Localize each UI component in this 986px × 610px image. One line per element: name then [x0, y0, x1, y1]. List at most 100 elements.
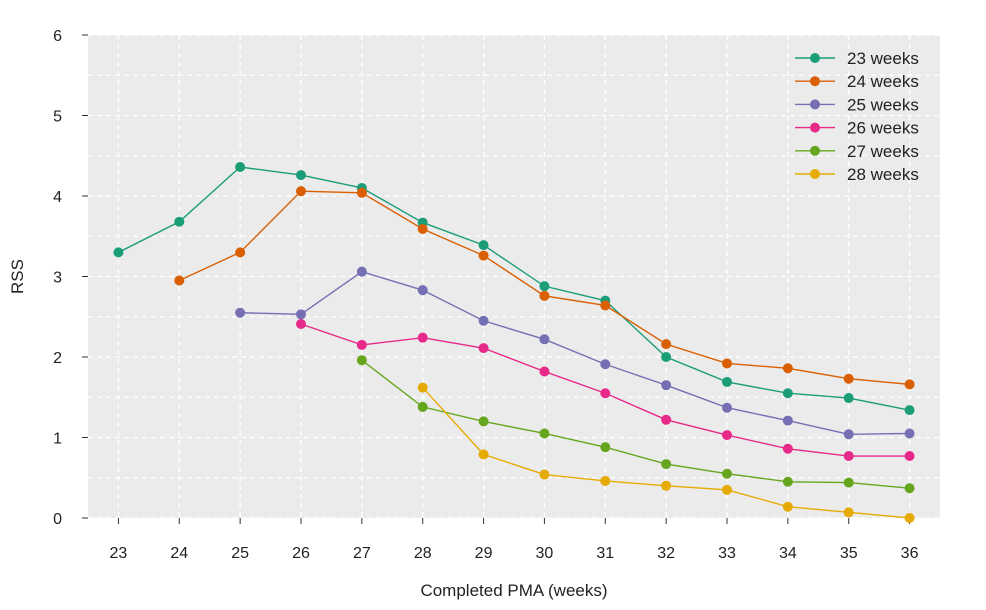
- legend-label: 27 weeks: [847, 142, 919, 161]
- series-line: [361, 359, 910, 489]
- data-point: [782, 443, 793, 454]
- x-tick-label: 34: [779, 545, 797, 562]
- data-point: [417, 382, 428, 393]
- data-point: [661, 414, 672, 425]
- x-tick-label: 36: [901, 545, 919, 562]
- series-6: [417, 382, 915, 523]
- legend-item: 26 weeks: [795, 119, 919, 138]
- data-point: [722, 468, 732, 479]
- data-point: [782, 415, 793, 426]
- legend-item: 23 weeks: [795, 49, 919, 68]
- legend-marker: [810, 145, 820, 156]
- legend-label: 23 weeks: [847, 49, 919, 68]
- data-point: [782, 476, 793, 487]
- data-point: [478, 240, 489, 251]
- data-point: [722, 376, 732, 387]
- series-line: [118, 166, 910, 411]
- data-point: [600, 300, 611, 311]
- x-axis-title: Completed PMA (weeks): [420, 581, 607, 600]
- x-tick-label: 27: [353, 545, 371, 562]
- legend-marker: [810, 122, 820, 133]
- data-point: [904, 405, 915, 416]
- data-point: [417, 285, 428, 296]
- data-point: [356, 355, 367, 366]
- x-tick-label: 35: [840, 545, 858, 562]
- data-point: [296, 186, 306, 197]
- x-tick-label: 24: [170, 545, 188, 562]
- series-layer: [113, 162, 915, 523]
- data-point: [478, 343, 489, 354]
- data-point: [539, 290, 550, 301]
- x-tick-label: 26: [292, 545, 310, 562]
- data-point: [356, 266, 367, 277]
- data-point: [539, 428, 550, 439]
- data-point: [296, 170, 306, 181]
- y-axis: 0 1 2 3 4 5 6: [53, 28, 88, 528]
- data-point: [661, 380, 672, 391]
- data-point: [417, 332, 428, 343]
- data-point: [843, 429, 854, 440]
- data-point: [356, 339, 367, 350]
- data-point: [478, 416, 489, 427]
- x-tick-label: 25: [231, 545, 249, 562]
- data-point: [904, 483, 915, 494]
- x-tick-label: 32: [657, 545, 675, 562]
- data-point: [539, 366, 550, 377]
- data-point: [174, 275, 185, 286]
- data-point: [296, 318, 306, 329]
- legend-marker: [810, 99, 820, 110]
- data-point: [722, 358, 732, 369]
- data-point: [722, 430, 732, 441]
- data-point: [843, 373, 854, 384]
- data-point: [600, 388, 611, 399]
- legend: 23 weeks 24 weeks 25 weeks 26 weeks 27 weeks…: [795, 49, 919, 184]
- series-5: [356, 355, 915, 494]
- data-point: [235, 162, 246, 173]
- data-point: [722, 402, 732, 413]
- data-point: [600, 475, 611, 486]
- y-tick-label: 6: [53, 28, 62, 45]
- y-tick-label: 3: [53, 270, 62, 287]
- legend-label: 24 weeks: [847, 72, 919, 91]
- data-point: [904, 379, 915, 390]
- legend-label: 28 weeks: [847, 165, 919, 184]
- data-point: [478, 250, 489, 261]
- legend-item: 24 weeks: [795, 72, 919, 91]
- data-point: [904, 428, 915, 439]
- legend-marker: [810, 53, 820, 63]
- data-point: [782, 388, 793, 399]
- legend-label: 25 weeks: [847, 95, 919, 114]
- y-tick-label: 2: [53, 350, 62, 367]
- legend-item: 25 weeks: [795, 95, 919, 114]
- x-tick-label: 31: [596, 545, 614, 562]
- data-point: [600, 442, 611, 453]
- legend-marker: [810, 76, 820, 87]
- data-point: [722, 484, 732, 495]
- series-2: [174, 186, 915, 390]
- x-tick-label: 23: [110, 545, 128, 562]
- data-point: [478, 315, 489, 326]
- series-line: [240, 270, 910, 435]
- data-point: [782, 363, 793, 374]
- x-tick-label: 30: [536, 545, 554, 562]
- series-4: [296, 318, 915, 462]
- data-point: [235, 307, 246, 318]
- data-point: [843, 393, 854, 404]
- data-point: [417, 401, 428, 412]
- data-point: [661, 339, 672, 350]
- data-point: [661, 459, 672, 470]
- data-point: [843, 477, 854, 488]
- data-point: [843, 451, 854, 462]
- y-tick-label: 5: [53, 109, 62, 126]
- y-tick-label: 0: [53, 511, 62, 528]
- data-point: [113, 247, 124, 258]
- data-point: [539, 469, 550, 480]
- y-axis-title: RSS: [8, 259, 27, 294]
- y-tick-label: 1: [53, 431, 62, 448]
- series-3: [235, 266, 915, 440]
- legend-label: 26 weeks: [847, 119, 919, 138]
- data-point: [600, 359, 611, 370]
- x-tick-label: 28: [414, 545, 432, 562]
- data-point: [417, 224, 428, 235]
